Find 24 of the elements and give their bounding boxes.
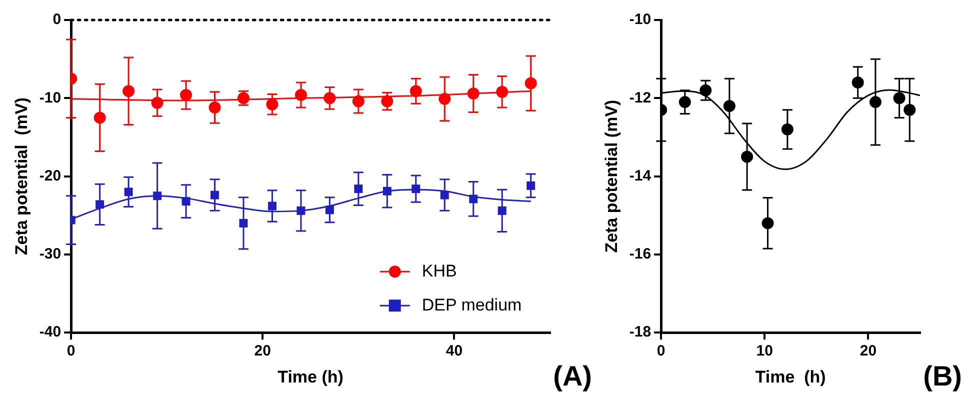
x-axis-title: Time (h) bbox=[278, 367, 344, 386]
x-axis-title: Time (h) bbox=[755, 367, 826, 386]
y-tick-label: -30 bbox=[39, 246, 62, 263]
x-tick-label: 10 bbox=[756, 342, 773, 360]
y-tick-label: -12 bbox=[629, 89, 652, 106]
legend-label: DEP medium bbox=[422, 295, 522, 314]
y-tick-label: -14 bbox=[629, 167, 652, 184]
text: (B) bbox=[923, 360, 962, 392]
y-tick-label: -16 bbox=[629, 246, 652, 263]
x-tick-label: 40 bbox=[446, 342, 463, 360]
y-tick-label: -10 bbox=[629, 11, 652, 28]
y-tick-label: -40 bbox=[39, 324, 62, 341]
x-tick-label: 20 bbox=[860, 342, 877, 360]
y-tick-label: -20 bbox=[39, 167, 62, 184]
y-tick-label: -10 bbox=[39, 89, 62, 106]
y-axis-title: Zeta potential (mV) bbox=[602, 100, 621, 253]
x-tick-label: 0 bbox=[656, 342, 666, 360]
legend-label: KHB bbox=[422, 261, 457, 280]
x-tick-label: 0 bbox=[66, 342, 76, 360]
y-axis-title: Zeta potential (mV) bbox=[12, 97, 31, 256]
text: (A) bbox=[553, 360, 592, 392]
y-tick-label: -18 bbox=[629, 324, 652, 341]
y-tick-label: 0 bbox=[52, 11, 62, 28]
x-tick-label: 20 bbox=[254, 342, 271, 360]
